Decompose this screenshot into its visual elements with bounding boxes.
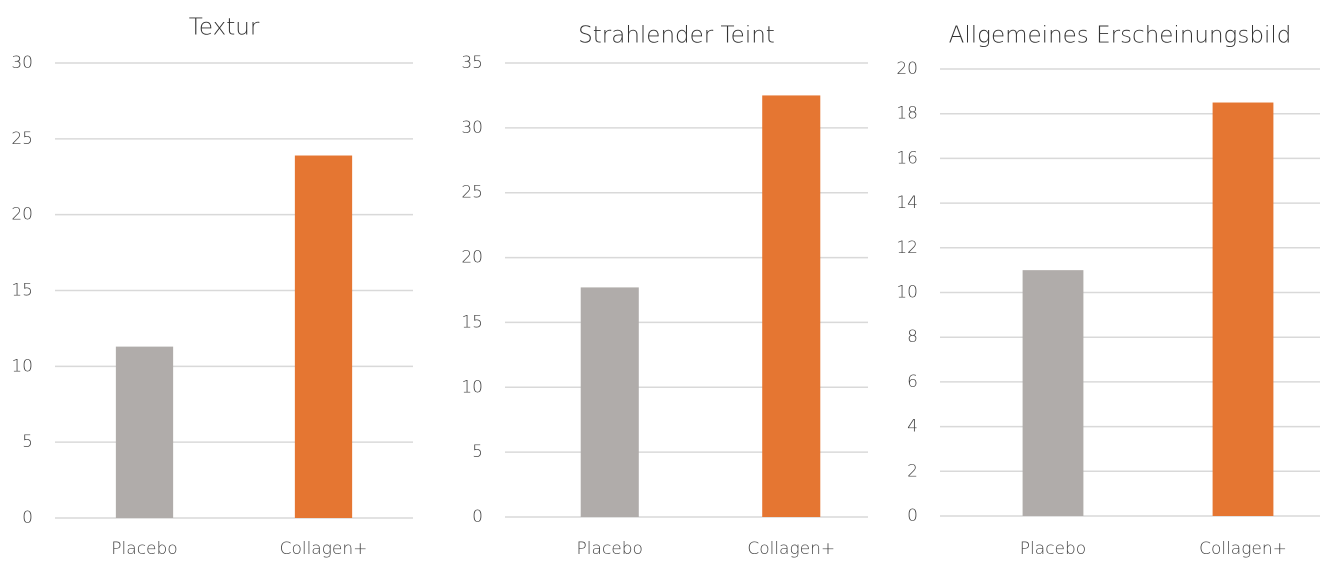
y-tick-label: 5: [472, 442, 483, 462]
x-tick-label: Collagen+: [280, 539, 368, 559]
y-tick-label: 10: [461, 377, 483, 397]
y-tick-label: 30: [461, 118, 483, 138]
chart-title: Textur: [189, 15, 260, 41]
y-tick-label: 18: [896, 104, 918, 124]
bar: [1022, 270, 1084, 516]
x-tick-label: Placebo: [1020, 539, 1086, 559]
x-tick-label: Collagen+: [747, 539, 835, 559]
y-tick-label: 14: [896, 193, 918, 213]
x-tick-label: Placebo: [111, 539, 177, 559]
y-tick-label: 0: [472, 507, 483, 527]
y-tick-label: 12: [896, 238, 918, 258]
y-tick-label: 10: [896, 283, 918, 303]
y-tick-label: 8: [907, 327, 918, 347]
y-tick-label: 15: [461, 312, 483, 332]
y-tick-label: 25: [461, 183, 483, 203]
y-tick-label: 4: [907, 417, 918, 437]
y-tick-label: 0: [22, 508, 33, 528]
bar: [115, 346, 174, 518]
y-tick-label: 0: [907, 506, 918, 526]
y-tick-label: 10: [11, 356, 33, 376]
chart-title: Strahlender Teint: [578, 23, 775, 49]
bar: [1212, 102, 1274, 517]
y-tick-label: 5: [22, 432, 33, 452]
bar: [580, 287, 639, 517]
y-tick-label: 20: [461, 248, 483, 268]
y-tick-label: 20: [11, 205, 33, 225]
y-tick-label: 15: [11, 281, 33, 301]
y-tick-label: 20: [896, 59, 918, 79]
bar: [762, 95, 821, 517]
x-tick-label: Collagen+: [1199, 539, 1287, 559]
y-tick-label: 2: [907, 461, 918, 481]
y-tick-label: 30: [11, 53, 33, 73]
x-tick-label: Placebo: [577, 539, 643, 559]
y-tick-label: 16: [896, 148, 918, 168]
y-tick-label: 6: [907, 372, 918, 392]
y-tick-label: 35: [461, 53, 483, 73]
chart-title: Allgemeines Erscheinungsbild: [949, 23, 1292, 49]
y-tick-label: 25: [11, 129, 33, 149]
bar: [294, 155, 353, 518]
